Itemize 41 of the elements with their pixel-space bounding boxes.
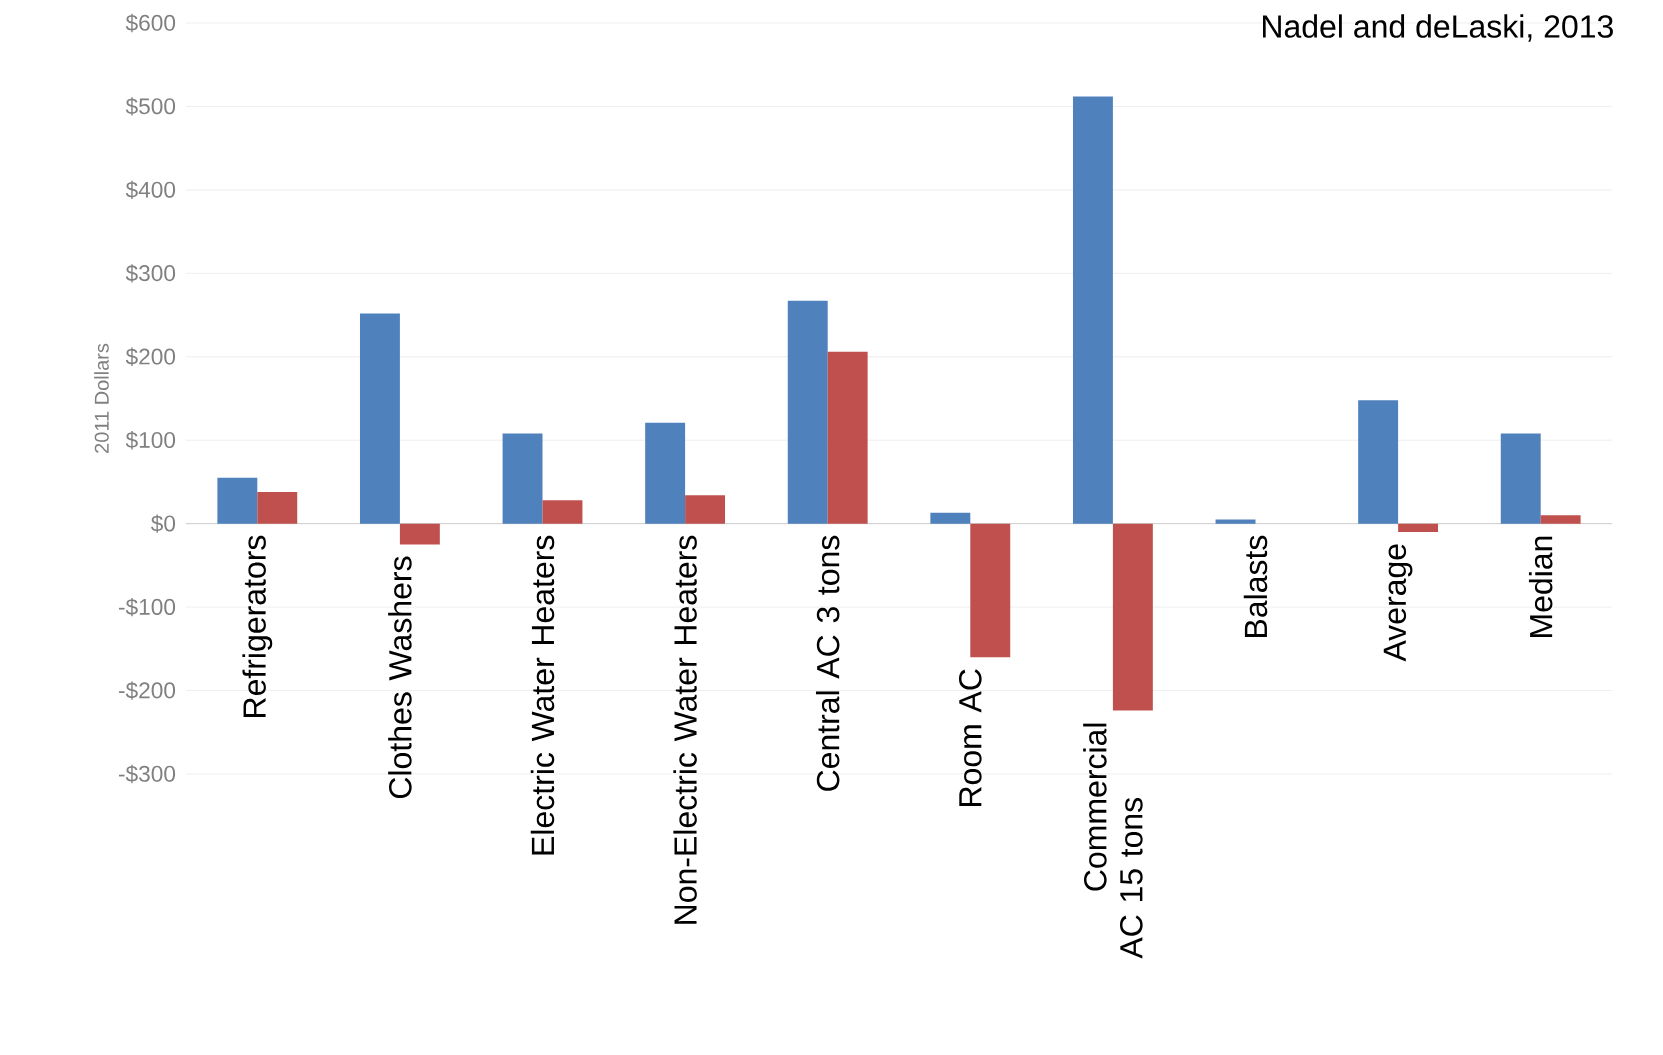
bar xyxy=(1112,523,1153,711)
bar xyxy=(685,495,726,524)
bar xyxy=(542,500,583,524)
bar xyxy=(930,512,971,524)
x-tick-label: Balasts xyxy=(1243,535,1268,637)
x-tick-label: Commercial AC 15 tons xyxy=(1083,723,1143,959)
x-tick-label: Average xyxy=(1383,544,1413,662)
bar xyxy=(1215,519,1256,524)
y-tick-label: $0 xyxy=(151,514,176,533)
y-tick-label: -$100 xyxy=(118,597,176,617)
x-tick-label: Median xyxy=(1528,536,1553,637)
bar xyxy=(787,300,828,524)
bar xyxy=(399,523,440,545)
y-tick-label: $600 xyxy=(125,13,176,33)
bar xyxy=(217,477,258,524)
y-axis-title: 2011 Dollars xyxy=(94,343,109,453)
x-tick-label: Central AC 3 tons xyxy=(815,535,840,791)
x-tick-label: Clothes Washers xyxy=(388,556,412,799)
bar xyxy=(257,491,298,524)
y-tick-label: $200 xyxy=(125,347,176,366)
y-tick-label: -$200 xyxy=(118,681,176,700)
y-tick-label: $500 xyxy=(125,97,176,116)
x-tick-label: Refrigerators xyxy=(242,535,273,717)
y-tick-label: -$300 xyxy=(118,764,176,784)
bar xyxy=(1540,515,1581,524)
bar xyxy=(359,313,400,524)
x-tick-label: Non-Electric Water Heaters xyxy=(673,535,697,924)
y-tick-label: $300 xyxy=(125,264,176,283)
bar xyxy=(970,523,1011,658)
bar xyxy=(1072,96,1113,524)
bar xyxy=(1500,433,1541,524)
bar xyxy=(1398,523,1439,532)
bar xyxy=(502,433,543,524)
y-tick-label: $400 xyxy=(125,180,176,200)
bar xyxy=(645,422,686,524)
bar xyxy=(827,351,868,524)
annotation: Nadel and deLaski, 2013 xyxy=(1263,14,1613,42)
y-tick-label: $100 xyxy=(125,431,176,450)
x-tick-label: Room AC xyxy=(958,669,982,806)
x-tick-label: Electric Water Heaters xyxy=(530,535,555,855)
bar xyxy=(1358,400,1399,524)
